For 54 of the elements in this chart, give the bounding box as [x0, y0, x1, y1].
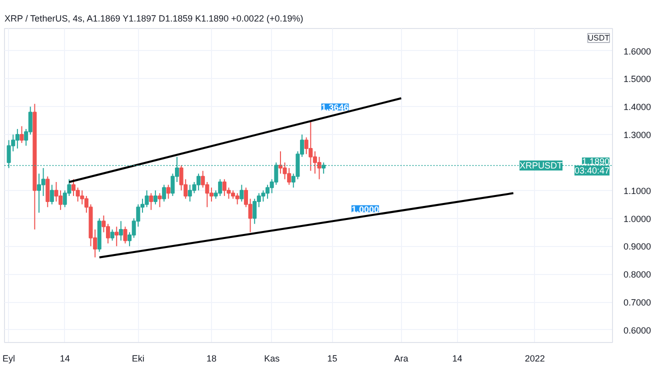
x-tick-label: Eyl [2, 354, 16, 364]
y-tick-label: 1.1000 [624, 186, 652, 196]
candlestick [252, 198, 257, 224]
candlestick [114, 226, 119, 247]
candlestick [36, 173, 42, 214]
candlestick [308, 120, 313, 172]
y-tick-label: 1.6000 [624, 46, 652, 56]
x-tick-label: Eki [132, 354, 144, 364]
y-tick-label: 1.4000 [624, 102, 652, 112]
x-tick-label: Ara [394, 354, 408, 364]
y-tick-label: 0.8000 [624, 270, 652, 280]
candlestick [80, 190, 84, 205]
x-tick-label: 14 [60, 354, 70, 364]
candlestick [41, 168, 46, 196]
chart-title: XRP / TetherUS, 4s, A1.1869 Y1.1897 D1.1859 K1.1890 +0.0022 (+0.19%) [4, 14, 304, 24]
y-tick-label: 1.3000 [624, 130, 652, 140]
candlestick [235, 192, 240, 205]
candlestick [20, 126, 24, 144]
candlestick [106, 223, 110, 244]
candlestick [240, 184, 244, 202]
annotation: USDT [588, 34, 610, 42]
candlestick [317, 156, 322, 180]
candlestick [15, 128, 20, 150]
annotation: 1.1890 [582, 156, 610, 167]
y-tick-label: 1.5000 [624, 74, 652, 84]
candlestick [158, 192, 162, 208]
x-tick-label: 15 [327, 354, 338, 364]
candlestick [50, 184, 54, 205]
candlestick [166, 184, 170, 200]
ref-line-label: XRPUSDT [519, 160, 563, 171]
candlestick [188, 184, 192, 202]
y-tick-label: 1.0000 [624, 214, 652, 224]
y-tick-label: 0.6000 [624, 325, 652, 336]
candlestick [162, 184, 166, 202]
candlestick [76, 187, 80, 202]
candlestick [218, 178, 222, 196]
y-tick-label: 0.7000 [624, 298, 652, 308]
candlestick [123, 226, 128, 244]
candlestick [222, 178, 226, 196]
annotation: 1.3646 [321, 102, 349, 113]
y-tick-label: 0.9000 [624, 242, 652, 252]
candlestick [144, 190, 149, 208]
candlestick [209, 187, 214, 202]
candlestick [46, 176, 50, 208]
candlestick [149, 192, 154, 210]
x-tick-label: Kas [264, 354, 280, 364]
x-tick-label: 18 [206, 354, 216, 364]
annotation: 03:40:47 [574, 166, 610, 176]
annotation: 1.0000 [351, 204, 379, 214]
candlestick [153, 190, 158, 205]
x-tick-label: 2022 [524, 354, 545, 364]
x-tick-label: 14 [452, 354, 462, 364]
candlestick [118, 220, 123, 242]
candlestick [110, 228, 114, 242]
